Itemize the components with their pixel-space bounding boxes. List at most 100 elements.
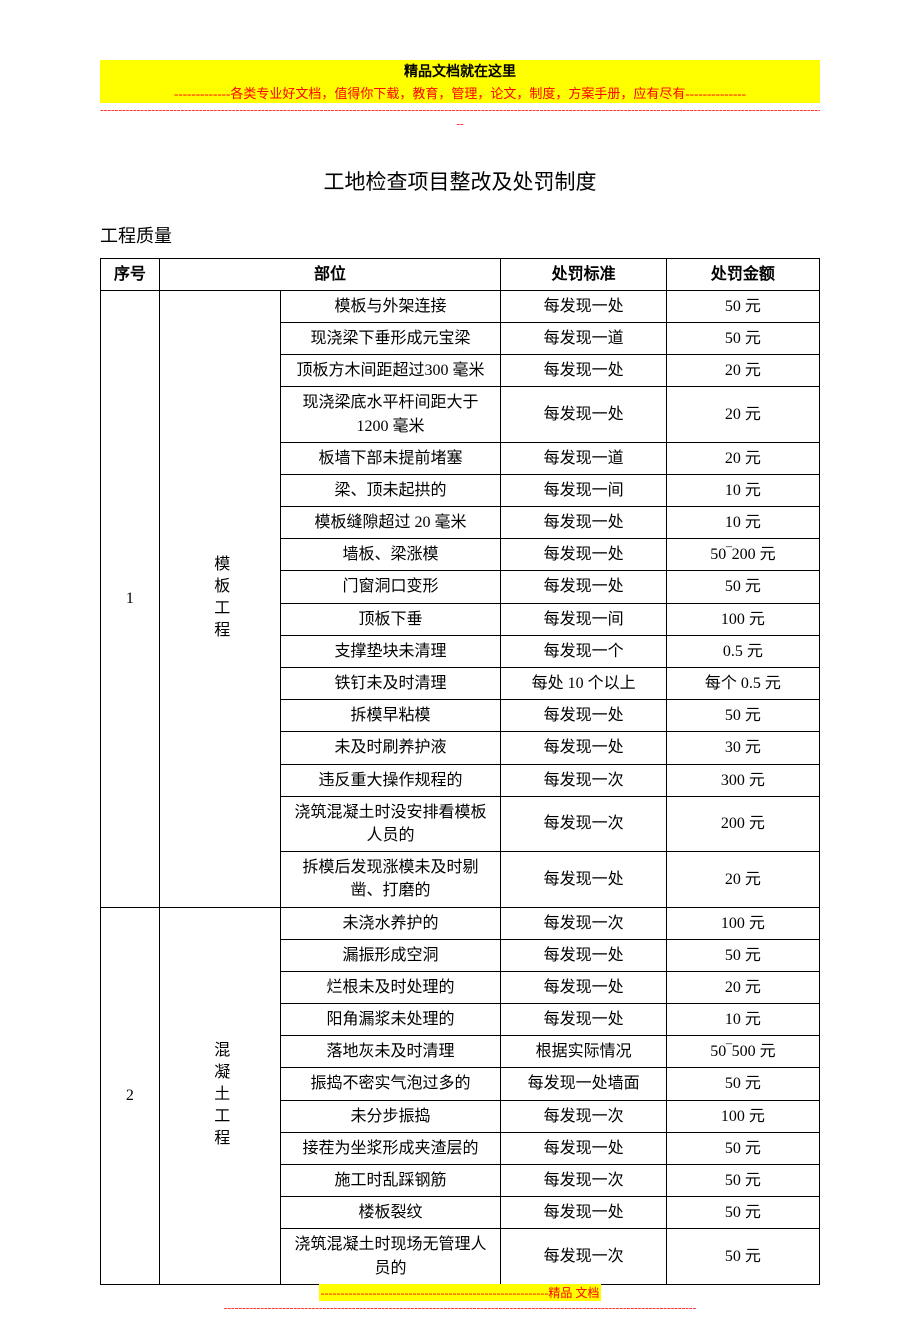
cell-amount: 100 元 — [666, 603, 819, 635]
header-dash-1: ----------------------------------------… — [100, 103, 820, 117]
cell-amount: 20 元 — [666, 387, 819, 442]
cell-item: 板墙下部未提前堵塞 — [280, 442, 501, 474]
cell-standard: 每发现一处 — [501, 507, 667, 539]
cell-seq: 2 — [101, 907, 160, 1284]
header-line-2: -------------各类专业好文档，值得你下载，教育，管理，论文，制度，方… — [100, 82, 820, 103]
cell-standard: 每发现一处 — [501, 1132, 667, 1164]
cell-category: 混凝土工程 — [159, 907, 280, 1284]
cell-seq: 1 — [101, 290, 160, 907]
cell-item: 拆模早粘模 — [280, 700, 501, 732]
cell-amount: 每个 0.5 元 — [666, 668, 819, 700]
cell-amount: 50 元 — [666, 322, 819, 354]
cell-standard: 每发现一处 — [501, 700, 667, 732]
cell-standard: 每发现一次 — [501, 1165, 667, 1197]
footer-line-2: ----------------------------------------… — [100, 1302, 820, 1315]
cell-item: 模板缝隙超过 20 毫米 — [280, 507, 501, 539]
cell-item: 违反重大操作规程的 — [280, 764, 501, 796]
cell-category: 模板工程 — [159, 290, 280, 907]
cell-amount: 50‾200 元 — [666, 539, 819, 571]
cell-amount: 50 元 — [666, 700, 819, 732]
page-title: 工地检查项目整改及处罚制度 — [100, 166, 820, 196]
cell-standard: 每发现一处 — [501, 732, 667, 764]
cell-item: 支撑垫块未清理 — [280, 635, 501, 667]
cell-amount: 20 元 — [666, 852, 819, 907]
doc-footer: ----------------------------------------… — [100, 1284, 820, 1315]
cell-item: 浇筑混凝土时现场无管理人员的 — [280, 1229, 501, 1284]
document-page: 精品文档就在这里 -------------各类专业好文档，值得你下载，教育，管… — [0, 0, 920, 1332]
cell-standard: 根据实际情况 — [501, 1036, 667, 1068]
col-header-amount: 处罚金额 — [666, 258, 819, 290]
cell-standard: 每发现一处 — [501, 571, 667, 603]
cell-standard: 每发现一处 — [501, 387, 667, 442]
cell-item: 现浇梁下垂形成元宝梁 — [280, 322, 501, 354]
cell-amount: 50 元 — [666, 939, 819, 971]
header-line-1: 精品文档就在这里 — [100, 60, 820, 82]
table-row: 1模板工程模板与外架连接每发现一处50 元 — [101, 290, 820, 322]
cell-standard: 每发现一道 — [501, 442, 667, 474]
cell-amount: 20 元 — [666, 355, 819, 387]
cell-standard: 每发现一处 — [501, 852, 667, 907]
cell-item: 落地灰未及时清理 — [280, 1036, 501, 1068]
cell-item: 顶板方木间距超过300 毫米 — [280, 355, 501, 387]
cell-amount: 100 元 — [666, 1100, 819, 1132]
cell-standard: 每处 10 个以上 — [501, 668, 667, 700]
cell-standard: 每发现一处 — [501, 1004, 667, 1036]
cell-item: 楼板裂纹 — [280, 1197, 501, 1229]
cell-standard: 每发现一次 — [501, 907, 667, 939]
cell-item: 未及时刷养护液 — [280, 732, 501, 764]
cell-amount: 50 元 — [666, 290, 819, 322]
cell-standard: 每发现一处 — [501, 939, 667, 971]
cell-item: 接茬为坐浆形成夹渣层的 — [280, 1132, 501, 1164]
cell-item: 未浇水养护的 — [280, 907, 501, 939]
cell-amount: 30 元 — [666, 732, 819, 764]
cell-standard: 每发现一处 — [501, 971, 667, 1003]
cell-item: 烂根未及时处理的 — [280, 971, 501, 1003]
cell-item: 施工时乱踩钢筋 — [280, 1165, 501, 1197]
section-label: 工程质量 — [100, 222, 820, 248]
cell-standard: 每发现一个 — [501, 635, 667, 667]
cell-item: 现浇梁底水平杆间距大于 1200 毫米 — [280, 387, 501, 442]
cell-item: 浇筑混凝土时没安排看模板人员的 — [280, 796, 501, 851]
cell-amount: 20 元 — [666, 442, 819, 474]
cell-amount: 50 元 — [666, 1132, 819, 1164]
cell-standard: 每发现一处 — [501, 539, 667, 571]
header-dash-2: -- — [100, 117, 820, 131]
cell-standard: 每发现一处 — [501, 1197, 667, 1229]
cell-standard: 每发现一次 — [501, 1100, 667, 1132]
table-header-row: 序号 部位 处罚标准 处罚金额 — [101, 258, 820, 290]
col-header-part: 部位 — [159, 258, 501, 290]
cell-amount: 100 元 — [666, 907, 819, 939]
cell-item: 铁钉未及时清理 — [280, 668, 501, 700]
col-header-seq: 序号 — [101, 258, 160, 290]
cell-amount: 50 元 — [666, 1165, 819, 1197]
cell-standard: 每发现一处墙面 — [501, 1068, 667, 1100]
col-header-standard: 处罚标准 — [501, 258, 667, 290]
cell-amount: 10 元 — [666, 1004, 819, 1036]
cell-standard: 每发现一间 — [501, 474, 667, 506]
cell-amount: 10 元 — [666, 507, 819, 539]
cell-item: 振捣不密实气泡过多的 — [280, 1068, 501, 1100]
table-row: 2混凝土工程未浇水养护的每发现一次100 元 — [101, 907, 820, 939]
cell-item: 梁、顶未起拱的 — [280, 474, 501, 506]
cell-standard: 每发现一间 — [501, 603, 667, 635]
cell-amount: 300 元 — [666, 764, 819, 796]
cell-standard: 每发现一处 — [501, 355, 667, 387]
cell-amount: 50 元 — [666, 1068, 819, 1100]
doc-header: 精品文档就在这里 -------------各类专业好文档，值得你下载，教育，管… — [100, 60, 820, 132]
cell-item: 阳角漏浆未处理的 — [280, 1004, 501, 1036]
penalty-table: 序号 部位 处罚标准 处罚金额 1模板工程模板与外架连接每发现一处50 元现浇梁… — [100, 258, 820, 1285]
footer-line-1: ----------------------------------------… — [319, 1284, 602, 1301]
cell-amount: 10 元 — [666, 474, 819, 506]
cell-amount: 50 元 — [666, 571, 819, 603]
cell-standard: 每发现一处 — [501, 290, 667, 322]
cell-item: 顶板下垂 — [280, 603, 501, 635]
cell-item: 拆模后发现涨模未及时剔凿、打磨的 — [280, 852, 501, 907]
cell-standard: 每发现一次 — [501, 1229, 667, 1284]
cell-standard: 每发现一次 — [501, 796, 667, 851]
cell-standard: 每发现一次 — [501, 764, 667, 796]
cell-amount: 0.5 元 — [666, 635, 819, 667]
cell-item: 漏振形成空洞 — [280, 939, 501, 971]
cell-amount: 20 元 — [666, 971, 819, 1003]
table-body: 1模板工程模板与外架连接每发现一处50 元现浇梁下垂形成元宝梁每发现一道 50 元… — [101, 290, 820, 1284]
cell-item: 门窗洞口变形 — [280, 571, 501, 603]
